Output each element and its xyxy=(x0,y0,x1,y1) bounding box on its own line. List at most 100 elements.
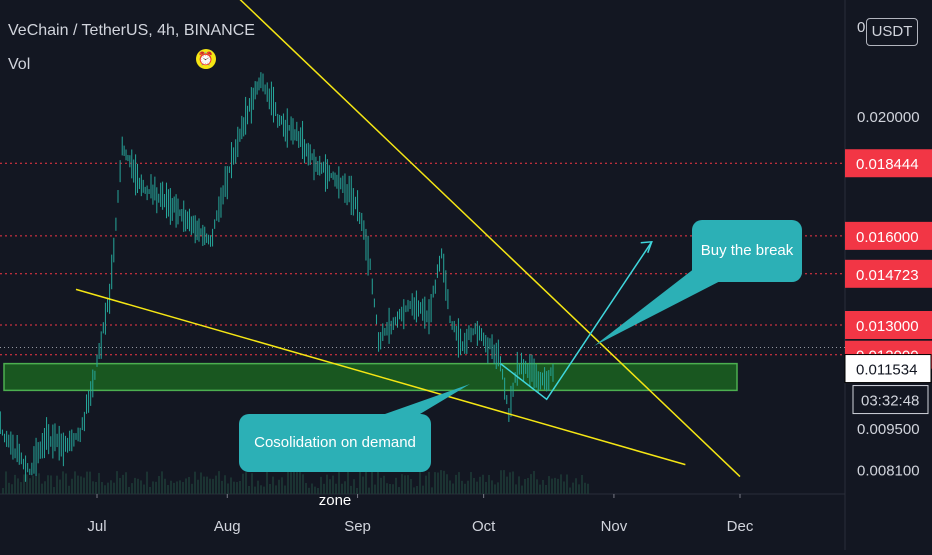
resistance-price-label: 0.013000 xyxy=(856,318,919,335)
volume-bar xyxy=(14,474,16,494)
volume-bar xyxy=(578,484,580,494)
volume-bar xyxy=(581,474,583,494)
volume-bar xyxy=(188,476,190,494)
volume-bar xyxy=(290,472,292,494)
resistance-price-box xyxy=(845,259,932,288)
volume-bar xyxy=(92,481,94,494)
volume-bar xyxy=(98,472,100,494)
volume-bar xyxy=(206,476,208,494)
volume-bar xyxy=(401,474,403,494)
volume-bar xyxy=(83,477,85,494)
volume-bar xyxy=(443,470,445,494)
volume-bar xyxy=(437,472,439,494)
volume-bar xyxy=(494,484,496,494)
volume-bar xyxy=(332,475,334,494)
volume-bar xyxy=(533,470,535,494)
volume-bar xyxy=(272,476,274,494)
upper-trendline xyxy=(239,0,741,478)
x-tick-label: Nov xyxy=(601,518,628,535)
volume-bar xyxy=(263,486,265,494)
volume-bar xyxy=(134,477,136,494)
volume-bar xyxy=(107,482,109,494)
volume-bar xyxy=(158,476,160,494)
volume-bar xyxy=(482,474,484,494)
volume-bar xyxy=(140,480,142,494)
volume-bar xyxy=(86,471,88,494)
volume-bar xyxy=(485,481,487,494)
volume-bar xyxy=(104,485,106,494)
y-tick-label-top: 0 xyxy=(857,19,865,36)
volume-bar xyxy=(80,476,82,494)
y-tick-label: 0.008100 xyxy=(857,463,920,480)
current-price-label: 0.011534 xyxy=(856,362,917,379)
volume-bar xyxy=(164,478,166,494)
volume-bar xyxy=(191,483,193,494)
volume-bar xyxy=(587,483,589,494)
alarm-clock-icon[interactable]: ⏰ xyxy=(196,49,216,69)
volume-bar xyxy=(389,483,391,494)
volume-bar xyxy=(161,471,163,494)
volume-bar xyxy=(200,472,202,494)
countdown-box xyxy=(852,385,929,415)
volume-bar xyxy=(503,470,505,494)
volume-bar xyxy=(302,474,304,494)
volume-bar xyxy=(512,471,514,494)
currency-button[interactable]: USDT xyxy=(866,18,918,46)
volume-bar xyxy=(419,471,421,494)
volume-bar xyxy=(383,475,385,494)
volume-bar xyxy=(248,486,250,494)
volume-bar xyxy=(8,482,10,494)
volume-bar xyxy=(266,470,268,494)
resistance-price-label: 0.018444 xyxy=(856,156,919,173)
volume-bar xyxy=(350,485,352,494)
volume-bar xyxy=(218,471,220,494)
volume-bar xyxy=(278,479,280,494)
volume-bar xyxy=(26,474,28,494)
volume-bar xyxy=(380,477,382,494)
volume-bar xyxy=(410,479,412,494)
volume-bar xyxy=(185,478,187,494)
volume-bar xyxy=(449,480,451,494)
volume-bar xyxy=(179,480,181,494)
consolidation-callout: Cosolidation on demand zone xyxy=(239,414,431,509)
volume-bar xyxy=(233,481,235,494)
volume-bar xyxy=(293,471,295,494)
volume-bar xyxy=(554,477,556,494)
volume-bar xyxy=(125,472,127,494)
buy-callout: Buy the break xyxy=(692,220,802,282)
volume-bar xyxy=(32,475,34,494)
volume-label: Vol xyxy=(8,56,31,73)
volume-bar xyxy=(368,487,370,494)
volume-bar xyxy=(467,480,469,494)
volume-bar xyxy=(20,482,22,494)
volume-bar xyxy=(557,478,559,494)
volume-bar xyxy=(239,480,241,494)
volume-bar xyxy=(530,474,532,494)
volume-bar xyxy=(521,485,523,494)
volume-bar xyxy=(422,485,424,494)
volume-bar xyxy=(551,478,553,494)
volume-bar xyxy=(317,487,319,494)
volume-bar xyxy=(56,475,58,494)
volume-bar xyxy=(470,472,472,494)
countdown-label: 03:32:48 xyxy=(861,393,919,410)
volume-bar xyxy=(38,473,40,494)
volume-bar xyxy=(299,471,301,494)
volume-bar xyxy=(452,483,454,494)
demand-zone xyxy=(3,362,738,392)
volume-bar xyxy=(35,476,37,494)
volume-bar xyxy=(545,485,547,494)
volume-bar xyxy=(515,484,517,494)
volume-bar xyxy=(425,475,427,494)
volume-bar xyxy=(152,481,154,494)
volume-bar xyxy=(320,476,322,494)
volume-bar xyxy=(230,477,232,494)
x-tick-label: Sep xyxy=(344,518,371,535)
volume-bar xyxy=(575,478,577,494)
volume-bar xyxy=(428,471,430,494)
volume-bar xyxy=(353,479,355,494)
volume-bar xyxy=(146,471,148,494)
volume-bar xyxy=(434,472,436,494)
volume-bar xyxy=(59,479,61,494)
volume-bar xyxy=(398,487,400,494)
